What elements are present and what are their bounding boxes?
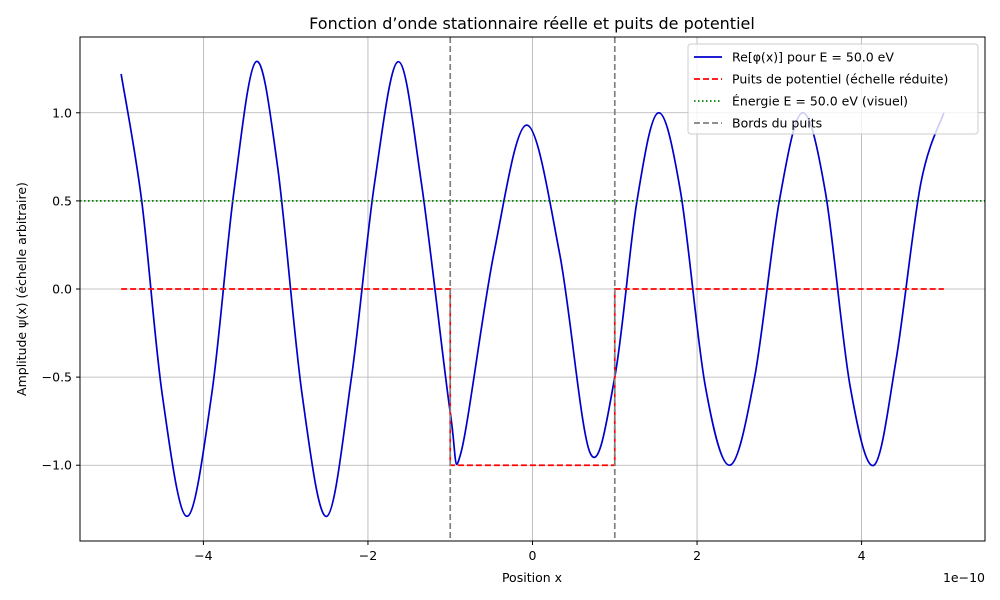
potential-well-line	[121, 288, 944, 467]
x-axis-ticks: −4 −2 0 2 4	[194, 541, 866, 563]
x-tick-label: −4	[194, 548, 212, 563]
x-tick-label: 4	[858, 548, 866, 563]
y-tick-label: 1.0	[52, 105, 72, 120]
y-tick-label: 0.5	[52, 193, 72, 208]
legend-label: Re[φ(x)] pour E = 50.0 eV	[732, 50, 894, 65]
y-tick-label: −0.5	[42, 370, 72, 385]
legend: Re[φ(x)] pour E = 50.0 eV Puits de potent…	[687, 43, 979, 135]
legend-label: Énergie E = 50.0 eV (visuel)	[732, 94, 908, 109]
y-axis-label: Amplitude ψ(x) (échelle arbitraire)	[14, 182, 29, 396]
chart-title: Fonction d’onde stationnaire réelle et p…	[309, 14, 755, 33]
x-tick-label: 2	[693, 548, 701, 563]
y-tick-label: −1.0	[42, 458, 72, 473]
legend-label: Bords du puits	[732, 116, 822, 131]
x-tick-label: −2	[359, 548, 377, 563]
y-tick-label: 0.0	[52, 282, 72, 297]
x-tick-label: 0	[529, 548, 537, 563]
x-axis-label: Position x	[502, 570, 562, 585]
y-axis-ticks: −1.0 −0.5 0.0 0.5 1.0	[42, 105, 80, 473]
legend-box	[687, 43, 979, 135]
x-axis-offset-text: 1e−10	[943, 570, 985, 585]
legend-label: Puits de potentiel (échelle réduite)	[732, 72, 948, 87]
